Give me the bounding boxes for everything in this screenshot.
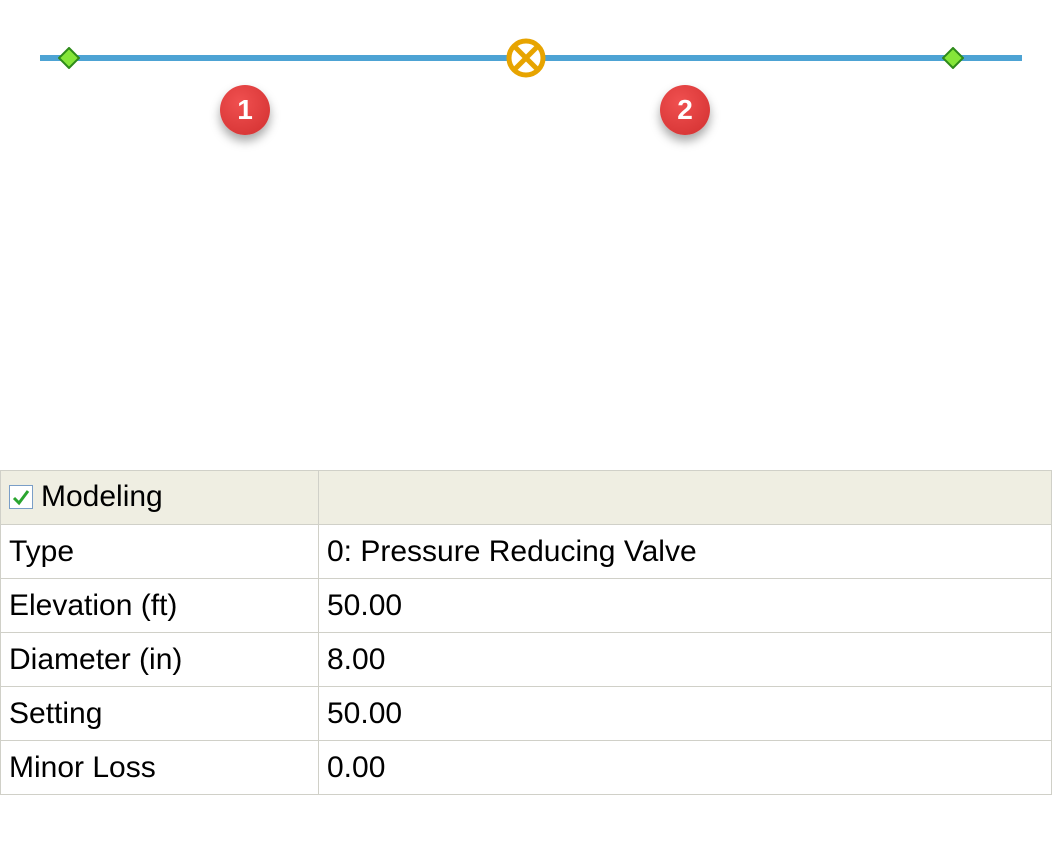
property-label: Type	[1, 525, 319, 579]
callout-label: 1	[237, 94, 253, 126]
property-label: Setting	[1, 687, 319, 741]
table-row: Elevation (ft) 50.00	[1, 579, 1052, 633]
section-header-value	[319, 471, 1052, 525]
diagram-area: 1 2	[0, 0, 1052, 180]
section-header-row: Modeling	[1, 471, 1052, 525]
property-label: Minor Loss	[1, 741, 319, 795]
check-icon	[11, 487, 31, 507]
valve-node[interactable]	[506, 38, 546, 78]
property-table: Modeling Type 0: Pressure Reducing Valve…	[0, 470, 1052, 795]
valve-icon	[506, 38, 546, 78]
table-row: Setting 50.00	[1, 687, 1052, 741]
table-row: Minor Loss 0.00	[1, 741, 1052, 795]
section-label: Modeling	[41, 480, 163, 514]
junction-node-right[interactable]	[942, 47, 964, 69]
callout-badge-1: 1	[220, 85, 270, 135]
section-checkbox[interactable]	[9, 485, 33, 509]
callout-label: 2	[677, 94, 693, 126]
property-value[interactable]: 50.00	[319, 579, 1052, 633]
property-label: Diameter (in)	[1, 633, 319, 687]
junction-node-left[interactable]	[58, 47, 80, 69]
property-value[interactable]: 50.00	[319, 687, 1052, 741]
junction-icon	[58, 47, 80, 69]
property-value[interactable]: 8.00	[319, 633, 1052, 687]
table-row: Diameter (in) 8.00	[1, 633, 1052, 687]
property-label: Elevation (ft)	[1, 579, 319, 633]
section-header-cell[interactable]: Modeling	[1, 471, 319, 525]
junction-icon	[942, 47, 964, 69]
property-value[interactable]: 0: Pressure Reducing Valve	[319, 525, 1052, 579]
property-value[interactable]: 0.00	[319, 741, 1052, 795]
table-row: Type 0: Pressure Reducing Valve	[1, 525, 1052, 579]
callout-badge-2: 2	[660, 85, 710, 135]
